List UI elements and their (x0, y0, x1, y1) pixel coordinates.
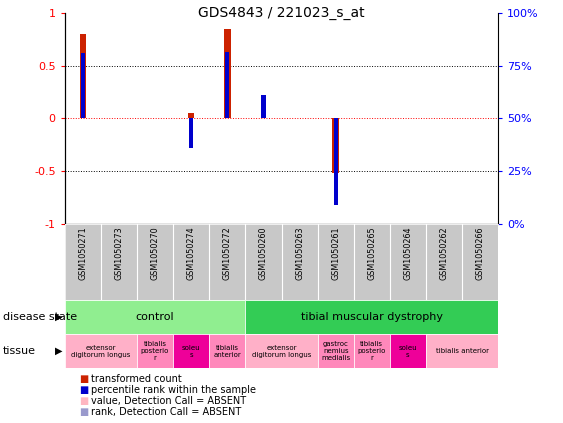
Text: ■: ■ (79, 374, 88, 384)
Text: value, Detection Call = ABSENT: value, Detection Call = ABSENT (91, 396, 247, 406)
Text: soleu
s: soleu s (182, 345, 200, 357)
Bar (137, 334, 173, 368)
Text: percentile rank within the sample: percentile rank within the sample (91, 385, 256, 395)
Bar (173, 334, 209, 368)
Bar (390, 334, 426, 368)
Bar (225, 52, 230, 118)
Text: tissue: tissue (3, 346, 36, 356)
Bar (245, 334, 318, 368)
Text: GSM1050263: GSM1050263 (295, 226, 304, 280)
Bar (332, 118, 339, 173)
Bar (354, 334, 390, 368)
Text: transformed count: transformed count (91, 374, 182, 384)
Bar (209, 334, 245, 368)
Bar (188, 113, 194, 118)
Text: GSM1050273: GSM1050273 (114, 226, 123, 280)
Text: extensor
digitorum longus: extensor digitorum longus (71, 345, 131, 357)
Text: GSM1050264: GSM1050264 (404, 226, 413, 280)
Bar (65, 300, 245, 334)
Text: tibial muscular dystrophy: tibial muscular dystrophy (301, 312, 443, 322)
Text: GSM1050261: GSM1050261 (331, 226, 340, 280)
Text: GDS4843 / 221023_s_at: GDS4843 / 221023_s_at (198, 6, 365, 20)
Text: tibialis
anterior: tibialis anterior (213, 345, 241, 357)
Text: gastroc
nemius
medialis: gastroc nemius medialis (321, 341, 350, 361)
Text: tibialis
posterio
r: tibialis posterio r (141, 341, 169, 361)
Text: soleu
s: soleu s (399, 345, 417, 357)
Text: GSM1050274: GSM1050274 (187, 226, 196, 280)
Text: ▶: ▶ (55, 346, 63, 356)
Text: tibialis
posterio
r: tibialis posterio r (358, 341, 386, 361)
Text: GSM1050260: GSM1050260 (259, 226, 268, 280)
Bar (79, 34, 86, 118)
Text: ■: ■ (79, 396, 88, 406)
Bar (333, 118, 338, 205)
Text: ▶: ▶ (55, 312, 63, 322)
Text: extensor
digitorum longus: extensor digitorum longus (252, 345, 311, 357)
Text: GSM1050262: GSM1050262 (440, 226, 449, 280)
Text: GSM1050271: GSM1050271 (78, 226, 87, 280)
Bar (81, 53, 85, 118)
Text: rank, Detection Call = ABSENT: rank, Detection Call = ABSENT (91, 407, 242, 417)
Text: disease state: disease state (3, 312, 77, 322)
Text: ■: ■ (79, 407, 88, 417)
Bar (426, 334, 498, 368)
Text: GSM1050272: GSM1050272 (223, 226, 232, 280)
Text: tibialis anterior: tibialis anterior (436, 348, 489, 354)
Text: GSM1050265: GSM1050265 (367, 226, 376, 280)
Bar (189, 118, 193, 148)
Text: GSM1050266: GSM1050266 (476, 226, 485, 280)
Bar (318, 334, 354, 368)
Text: control: control (136, 312, 175, 322)
Text: GSM1050270: GSM1050270 (150, 226, 159, 280)
Bar (261, 95, 266, 118)
Bar (65, 334, 137, 368)
Bar (224, 28, 231, 118)
Bar (245, 300, 498, 334)
Text: ■: ■ (79, 385, 88, 395)
